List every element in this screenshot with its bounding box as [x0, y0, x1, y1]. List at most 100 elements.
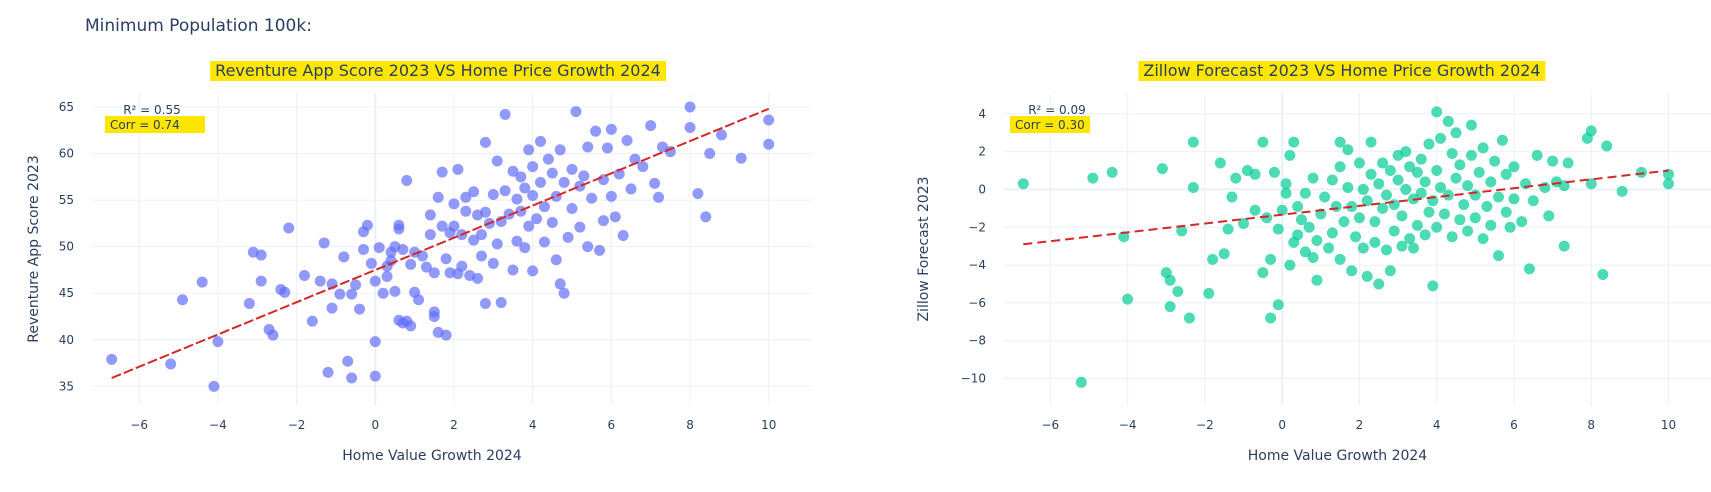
- data-point[interactable]: [1238, 217, 1250, 229]
- data-point[interactable]: [1268, 166, 1280, 178]
- data-point[interactable]: [1326, 174, 1338, 186]
- data-point[interactable]: [1334, 253, 1346, 265]
- data-point[interactable]: [1450, 172, 1462, 184]
- data-point[interactable]: [448, 220, 460, 232]
- data-point[interactable]: [377, 287, 389, 299]
- data-point[interactable]: [1284, 259, 1296, 271]
- data-point[interactable]: [1330, 200, 1342, 212]
- data-point[interactable]: [763, 138, 775, 150]
- data-point[interactable]: [1481, 200, 1493, 212]
- data-point[interactable]: [503, 208, 515, 220]
- data-point[interactable]: [1454, 214, 1466, 226]
- data-point[interactable]: [436, 166, 448, 178]
- data-point[interactable]: [476, 250, 488, 262]
- data-point[interactable]: [212, 336, 224, 348]
- data-point[interactable]: [531, 213, 543, 225]
- data-point[interactable]: [1303, 221, 1315, 233]
- data-point[interactable]: [653, 191, 665, 203]
- data-point[interactable]: [1361, 270, 1373, 282]
- data-point[interactable]: [393, 219, 405, 231]
- data-point[interactable]: [350, 279, 362, 291]
- data-point[interactable]: [1311, 274, 1323, 286]
- data-point[interactable]: [1601, 140, 1613, 152]
- data-point[interactable]: [106, 353, 118, 365]
- data-point[interactable]: [397, 243, 409, 255]
- data-point[interactable]: [546, 216, 558, 228]
- data-point[interactable]: [684, 121, 696, 133]
- data-point[interactable]: [527, 189, 539, 201]
- data-point[interactable]: [1373, 278, 1385, 290]
- data-point[interactable]: [476, 229, 488, 241]
- data-point[interactable]: [1558, 240, 1570, 252]
- data-point[interactable]: [1500, 168, 1512, 180]
- data-point[interactable]: [357, 243, 369, 255]
- data-point[interactable]: [1353, 212, 1365, 224]
- data-point[interactable]: [704, 148, 716, 160]
- data-point[interactable]: [684, 101, 696, 113]
- data-point[interactable]: [1384, 265, 1396, 277]
- data-point[interactable]: [1377, 202, 1389, 214]
- data-point[interactable]: [436, 220, 448, 232]
- data-point[interactable]: [1187, 136, 1199, 148]
- data-point[interactable]: [535, 135, 547, 147]
- data-point[interactable]: [346, 372, 358, 384]
- data-point[interactable]: [1226, 191, 1238, 203]
- data-point[interactable]: [594, 244, 606, 256]
- data-point[interactable]: [196, 276, 208, 288]
- data-point[interactable]: [1365, 168, 1377, 180]
- data-point[interactable]: [1500, 206, 1512, 218]
- data-point[interactable]: [511, 193, 523, 205]
- data-point[interactable]: [499, 185, 511, 197]
- data-point[interactable]: [1075, 376, 1087, 388]
- data-point[interactable]: [519, 182, 531, 194]
- data-point[interactable]: [1203, 287, 1215, 299]
- data-point[interactable]: [208, 380, 220, 392]
- data-point[interactable]: [440, 253, 452, 265]
- data-point[interactable]: [424, 229, 436, 241]
- data-point[interactable]: [692, 188, 704, 200]
- data-point[interactable]: [562, 231, 574, 243]
- data-point[interactable]: [365, 257, 377, 269]
- data-point[interactable]: [1400, 146, 1412, 158]
- data-point[interactable]: [538, 236, 550, 248]
- data-point[interactable]: [550, 190, 562, 202]
- data-point[interactable]: [1469, 212, 1481, 224]
- data-point[interactable]: [1222, 223, 1234, 235]
- data-point[interactable]: [1276, 204, 1288, 216]
- data-point[interactable]: [165, 358, 177, 370]
- data-point[interactable]: [1493, 191, 1505, 203]
- data-point[interactable]: [1635, 166, 1647, 178]
- data-point[interactable]: [1431, 165, 1443, 177]
- data-point[interactable]: [617, 229, 629, 241]
- data-point[interactable]: [1523, 263, 1535, 275]
- data-point[interactable]: [1369, 236, 1381, 248]
- data-point[interactable]: [507, 264, 519, 276]
- data-point[interactable]: [369, 275, 381, 287]
- data-point[interactable]: [1454, 159, 1466, 171]
- data-point[interactable]: [605, 123, 617, 135]
- data-point[interactable]: [432, 191, 444, 203]
- data-point[interactable]: [1176, 225, 1188, 237]
- data-point[interactable]: [1307, 252, 1319, 264]
- data-point[interactable]: [1164, 301, 1176, 313]
- data-point[interactable]: [566, 202, 578, 214]
- data-point[interactable]: [1265, 253, 1277, 265]
- data-point[interactable]: [499, 108, 511, 120]
- data-point[interactable]: [487, 257, 499, 269]
- data-point[interactable]: [428, 267, 440, 279]
- data-point[interactable]: [491, 238, 503, 250]
- data-point[interactable]: [405, 320, 417, 332]
- data-point[interactable]: [1392, 174, 1404, 186]
- data-point[interactable]: [479, 136, 491, 148]
- data-point[interactable]: [306, 315, 318, 327]
- data-point[interactable]: [1616, 185, 1628, 197]
- data-point[interactable]: [318, 237, 330, 249]
- data-point[interactable]: [590, 125, 602, 137]
- data-point[interactable]: [1164, 274, 1176, 286]
- data-point[interactable]: [338, 251, 350, 263]
- data-point[interactable]: [1465, 119, 1477, 131]
- data-point[interactable]: [1207, 253, 1219, 265]
- data-point[interactable]: [1353, 157, 1365, 169]
- data-point[interactable]: [495, 297, 507, 309]
- data-point[interactable]: [1438, 208, 1450, 220]
